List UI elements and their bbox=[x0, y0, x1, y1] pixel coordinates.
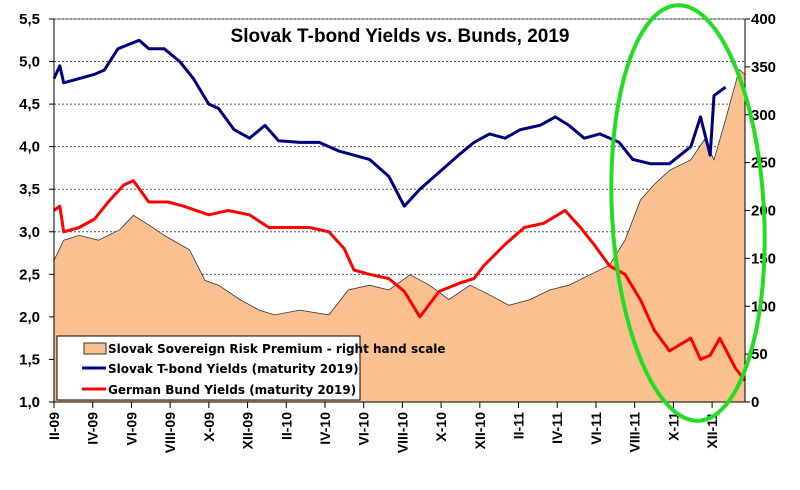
y-tick-label-right: 100 bbox=[751, 298, 776, 315]
legend-label-slovak: Slovak T-bond Yields (maturity 2019) bbox=[108, 362, 359, 376]
y-tick-label-right: 350 bbox=[751, 59, 776, 76]
highlight-ellipse bbox=[609, 3, 767, 423]
legend-label-risk-premium: Slovak Sovereign Risk Premium - right ha… bbox=[108, 342, 446, 356]
x-tick-label: XII-10 bbox=[472, 412, 488, 450]
y-tick-label-left: 2,0 bbox=[19, 309, 40, 326]
x-tick-label: VIII-10 bbox=[394, 412, 410, 453]
x-tick-label: VI-11 bbox=[588, 412, 604, 445]
y-tick-label-right: 400 bbox=[751, 11, 776, 28]
x-tick-label: VI-10 bbox=[356, 412, 372, 446]
y-tick-label-left: 2,5 bbox=[19, 266, 40, 283]
x-tick-label: II-11 bbox=[511, 412, 527, 439]
x-tick-label: X-10 bbox=[433, 412, 449, 442]
legend: Slovak Sovereign Risk Premium - right ha… bbox=[56, 335, 446, 401]
risk-premium-area-path bbox=[53, 68, 746, 403]
x-tick-label: VIII-09 bbox=[162, 412, 178, 453]
y-tick-label-left: 1,0 bbox=[19, 394, 40, 411]
yield-lines bbox=[52, 38, 747, 382]
x-tick-label: VI-09 bbox=[123, 412, 139, 446]
y-tick-label-left: 5,0 bbox=[19, 54, 40, 71]
y-tick-label-left: 3,0 bbox=[19, 224, 40, 241]
chart-title: Slovak T-bond Yields vs. Bunds, 2019 bbox=[231, 26, 570, 47]
y-tick-label-right: 0 bbox=[751, 394, 759, 411]
risk-premium-area bbox=[53, 68, 746, 403]
x-tick-label: IV-11 bbox=[549, 412, 565, 444]
slovak-yield-line bbox=[52, 38, 727, 208]
x-tick-label: II-09 bbox=[46, 412, 62, 440]
y-tick-label-left: 5,5 bbox=[19, 11, 40, 28]
y-tick-label-right: 50 bbox=[751, 346, 768, 363]
y-tick-label-right: 250 bbox=[751, 155, 776, 172]
x-tick-label: XII-11 bbox=[704, 412, 720, 449]
y-tick-label-left: 3,5 bbox=[19, 181, 40, 198]
x-tick-label: X-11 bbox=[665, 412, 681, 441]
legend-swatch-area bbox=[83, 342, 107, 355]
x-tick-label: IV-09 bbox=[85, 412, 101, 445]
x-tick-label: VIII-11 bbox=[627, 412, 643, 453]
legend-label-bund: German Bund Yields (maturity 2019) bbox=[108, 383, 356, 397]
y-tick-label-left: 1,5 bbox=[19, 351, 40, 368]
x-tick-label: II-10 bbox=[278, 412, 294, 440]
y-tick-label-left: 4,5 bbox=[19, 96, 40, 113]
x-tick-label: IV-10 bbox=[317, 412, 333, 445]
bund-yield-line bbox=[53, 179, 747, 382]
legend-box bbox=[56, 335, 361, 401]
x-tick-label: X-09 bbox=[201, 412, 217, 442]
y-tick-label-left: 4,0 bbox=[19, 139, 40, 156]
x-tick-label: XII-09 bbox=[240, 412, 256, 450]
y-tick-label-right: 300 bbox=[751, 107, 776, 124]
